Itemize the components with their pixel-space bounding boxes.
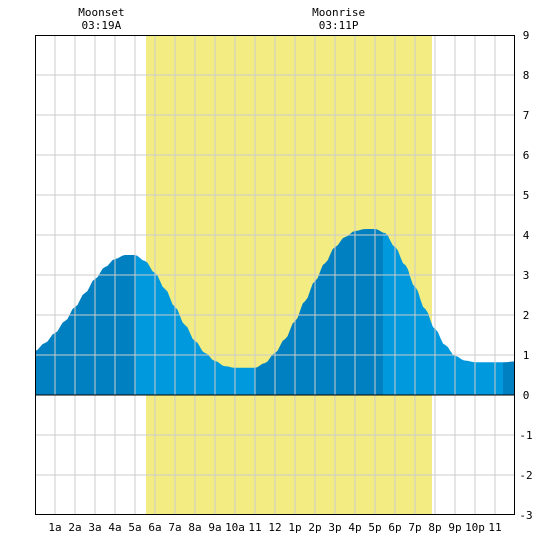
- x-tick-label: 7p: [408, 521, 421, 534]
- tide-area-rising: [255, 229, 383, 395]
- y-tick-label: 0: [523, 389, 530, 402]
- moonrise-title: Moonrise: [312, 6, 365, 19]
- tide-area-falling: [383, 232, 503, 395]
- moonrise-time: 03:11P: [319, 19, 359, 32]
- moonset-title: Moonset: [78, 6, 124, 19]
- x-tick-label: 6p: [388, 521, 401, 534]
- x-tick-label: 1p: [288, 521, 301, 534]
- x-tick-label: 10a: [225, 521, 245, 534]
- tide-area-rising: [35, 255, 135, 395]
- y-tick-label: -3: [519, 509, 532, 522]
- x-tick-label: 2p: [308, 521, 321, 534]
- x-tick-label: 2a: [68, 521, 81, 534]
- y-tick-label: 2: [523, 309, 530, 322]
- y-tick-label: 9: [523, 29, 530, 42]
- x-tick-label: 3a: [88, 521, 101, 534]
- y-tick-label: -2: [519, 469, 532, 482]
- x-tick-label: 8a: [188, 521, 201, 534]
- tide-area-falling: [135, 255, 255, 395]
- x-tick-label: 9p: [448, 521, 461, 534]
- tide-area-rising: [503, 361, 515, 395]
- x-tick-label: 3p: [328, 521, 341, 534]
- y-tick-label: 7: [523, 109, 530, 122]
- x-tick-label: 7a: [168, 521, 181, 534]
- x-tick-label: 5p: [368, 521, 381, 534]
- x-tick-label: 11: [488, 521, 501, 534]
- x-tick-label: 1a: [48, 521, 61, 534]
- y-tick-label: 8: [523, 69, 530, 82]
- x-tick-label: 12: [268, 521, 281, 534]
- y-tick-label: 3: [523, 269, 530, 282]
- y-tick-label: 5: [523, 189, 530, 202]
- x-tick-label: 6a: [148, 521, 161, 534]
- x-tick-label: 5a: [128, 521, 141, 534]
- x-tick-label: 4p: [348, 521, 361, 534]
- x-tick-label: 10p: [465, 521, 485, 534]
- x-tick-label: 11: [248, 521, 261, 534]
- x-tick-label: 4a: [108, 521, 121, 534]
- y-tick-label: 1: [523, 349, 530, 362]
- moonset-time: 03:19A: [82, 19, 122, 32]
- plot-frame: [35, 35, 515, 515]
- y-tick-label: -1: [519, 429, 532, 442]
- y-tick-label: 4: [523, 229, 530, 242]
- x-tick-label: 9a: [208, 521, 221, 534]
- x-tick-label: 8p: [428, 521, 441, 534]
- y-tick-label: 6: [523, 149, 530, 162]
